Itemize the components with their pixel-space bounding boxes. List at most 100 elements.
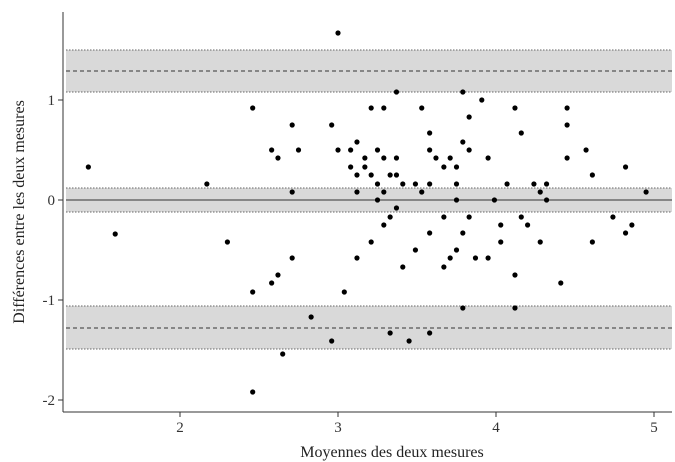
- y-tick-label: -1: [43, 293, 56, 309]
- data-point: [341, 289, 347, 295]
- data-point: [622, 230, 629, 236]
- data-point: [289, 189, 295, 195]
- data-point: [447, 155, 453, 161]
- data-point: [441, 264, 447, 270]
- data-point: [85, 164, 91, 170]
- data-point: [400, 181, 406, 187]
- data-point: [485, 155, 491, 161]
- data-point: [447, 255, 453, 261]
- data-point: [453, 197, 460, 203]
- data-point: [329, 338, 335, 344]
- x-ticks: 2 3 4 5: [176, 412, 658, 436]
- data-point: [387, 214, 393, 220]
- data-point: [564, 105, 570, 111]
- x-tick-label: 5: [650, 420, 658, 436]
- data-point: [460, 305, 466, 311]
- data-points: [85, 30, 649, 395]
- y-axis-title: Différences entre les deux mesures: [11, 100, 28, 324]
- data-point: [453, 181, 460, 187]
- data-point: [498, 222, 504, 228]
- data-point: [250, 105, 256, 111]
- y-tick-label: -2: [43, 393, 56, 409]
- data-point: [460, 230, 466, 236]
- data-point: [537, 239, 543, 245]
- y-tick-label: 1: [48, 93, 56, 109]
- data-point: [387, 172, 393, 178]
- data-point: [433, 155, 439, 161]
- data-point: [362, 164, 368, 170]
- data-point: [472, 255, 479, 261]
- data-point: [427, 330, 433, 336]
- data-point: [269, 147, 275, 153]
- data-point: [393, 172, 400, 178]
- data-point: [589, 239, 595, 245]
- data-point: [622, 164, 629, 170]
- data-point: [453, 247, 460, 253]
- data-point: [427, 130, 433, 136]
- data-point: [518, 214, 524, 220]
- data-point: [504, 181, 510, 187]
- data-point: [289, 122, 295, 128]
- data-point: [250, 289, 256, 295]
- x-tick-label: 4: [492, 420, 500, 436]
- data-point: [112, 231, 118, 237]
- data-point: [224, 239, 230, 245]
- data-point: [368, 105, 374, 111]
- data-point: [419, 189, 425, 195]
- y-ticks: -2 -1 0 1: [43, 93, 63, 409]
- data-point: [354, 255, 360, 261]
- data-point: [308, 314, 314, 320]
- data-point: [393, 155, 400, 161]
- data-point: [280, 351, 286, 357]
- data-point: [354, 139, 360, 145]
- data-point: [466, 114, 472, 120]
- x-tick-label: 3: [334, 420, 342, 436]
- data-point: [387, 330, 393, 336]
- data-point: [275, 272, 281, 278]
- data-point: [460, 139, 466, 145]
- data-point: [512, 272, 518, 278]
- data-point: [381, 105, 387, 111]
- data-point: [368, 239, 374, 245]
- data-point: [354, 172, 360, 178]
- data-point: [498, 239, 504, 245]
- data-point: [412, 181, 419, 187]
- data-point: [441, 214, 447, 220]
- data-point: [643, 189, 649, 195]
- data-point: [453, 164, 460, 170]
- data-point: [348, 164, 354, 170]
- data-point: [289, 255, 295, 261]
- data-point: [512, 305, 518, 311]
- data-point: [329, 122, 335, 128]
- data-point: [295, 147, 302, 153]
- data-point: [362, 155, 368, 161]
- data-point: [427, 147, 433, 153]
- data-point: [354, 189, 360, 195]
- x-axis-title: Moyennes des deux mesures: [300, 444, 484, 461]
- data-point: [381, 155, 387, 161]
- data-point: [393, 205, 400, 211]
- data-point: [537, 189, 543, 195]
- data-point: [543, 197, 550, 203]
- data-point: [419, 105, 425, 111]
- data-point: [381, 222, 387, 228]
- data-point: [564, 122, 570, 128]
- data-point: [543, 181, 550, 187]
- data-point: [512, 105, 518, 111]
- data-point: [583, 147, 589, 153]
- data-point: [275, 155, 281, 161]
- data-point: [525, 222, 531, 228]
- data-point: [518, 130, 524, 136]
- data-point: [629, 222, 635, 228]
- axes: [62, 12, 672, 413]
- data-point: [427, 181, 433, 187]
- data-point: [466, 147, 472, 153]
- data-point: [491, 197, 498, 203]
- data-point: [466, 214, 472, 220]
- reference-lines: [66, 70, 672, 329]
- data-point: [374, 181, 381, 187]
- data-point: [393, 89, 400, 95]
- data-point: [368, 172, 374, 178]
- data-point: [531, 181, 537, 187]
